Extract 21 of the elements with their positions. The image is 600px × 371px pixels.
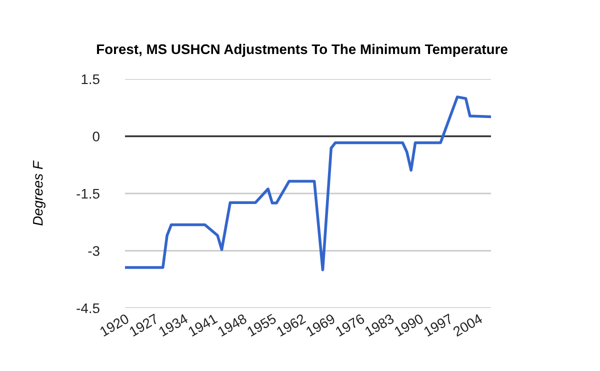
x-tick-label: 1997 — [423, 314, 454, 337]
x-tick-label: 1962 — [276, 314, 306, 337]
x-tick-label: 1976 — [334, 313, 366, 337]
y-tick-label: 1.5 — [82, 74, 100, 84]
y-tick-label: 0 — [92, 132, 100, 142]
x-tick-label: 1920 — [99, 313, 130, 337]
x-tick-label: 1983 — [364, 313, 395, 337]
x-tick-label: 1969 — [305, 314, 336, 337]
y-tick-label: -3 — [88, 246, 100, 256]
x-tick-label: 1948 — [217, 313, 248, 337]
x-tick-label: 1927 — [128, 314, 159, 337]
y-axis-title: Degrees F — [33, 160, 46, 226]
x-tick-label: 1990 — [394, 313, 424, 337]
y-tick-label: -1.5 — [76, 188, 100, 199]
x-tick-label: 2004 — [452, 313, 484, 337]
x-tick-label: 1941 — [188, 314, 218, 337]
x-tick-label: 1955 — [246, 313, 277, 337]
chart-title: Forest, MS USHCN Adjustments To The Minimum Temperature — [97, 44, 508, 57]
y-tick-label: -4.5 — [76, 303, 100, 314]
x-tick-label: 1934 — [158, 313, 189, 337]
line-series — [125, 96, 491, 272]
